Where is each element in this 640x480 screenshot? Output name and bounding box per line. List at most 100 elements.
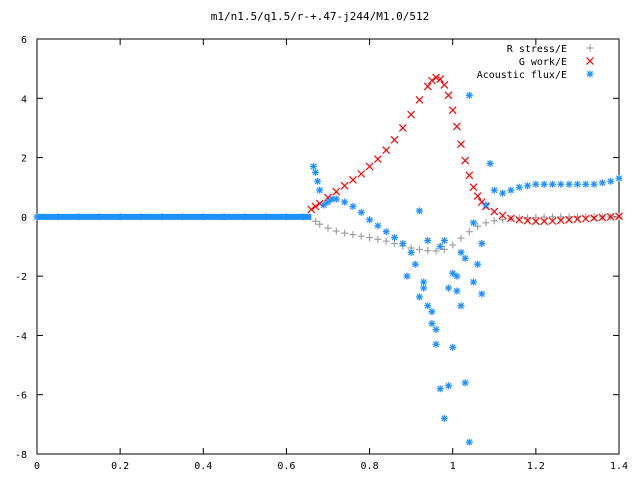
data-point	[341, 198, 349, 206]
data-point	[515, 183, 523, 191]
x-tick-label: 0	[34, 461, 40, 472]
y-tick-label: -8	[15, 450, 27, 461]
data-point	[315, 199, 324, 208]
y-tick-label: -4	[15, 331, 27, 342]
data-point	[179, 213, 186, 221]
data-point	[374, 222, 382, 230]
data-point	[423, 82, 432, 91]
data-point	[340, 181, 349, 190]
data-point	[299, 213, 307, 221]
data-point	[590, 213, 598, 221]
data-point	[415, 293, 423, 301]
data-point	[565, 180, 573, 188]
data-point	[490, 186, 498, 194]
data-point	[262, 213, 270, 221]
legend-label-r-stress: R stress/E	[507, 44, 567, 55]
data-point	[436, 243, 444, 250]
data-point	[424, 237, 432, 245]
data-point	[415, 95, 424, 104]
data-point	[420, 284, 428, 292]
data-point	[457, 234, 465, 242]
data-point	[382, 228, 390, 236]
data-point	[548, 217, 557, 225]
data-point	[399, 240, 407, 248]
data-point	[581, 214, 590, 223]
data-point	[349, 231, 357, 239]
data-point	[557, 213, 565, 221]
legend-label-acoustic-flux: Acoustic flux/E	[477, 70, 567, 81]
data-point	[241, 213, 249, 221]
data-point	[366, 234, 374, 242]
data-point	[316, 186, 324, 194]
x-tick-label: 1.2	[527, 461, 545, 472]
data-point	[116, 213, 124, 221]
data-point	[457, 248, 465, 256]
data-point	[382, 146, 391, 155]
data-point	[432, 326, 440, 333]
data-point	[415, 207, 423, 215]
x-tick-label: 1	[450, 461, 456, 472]
data-point	[432, 73, 441, 82]
data-point	[615, 174, 623, 182]
data-point	[498, 211, 507, 220]
data-point	[486, 160, 494, 167]
data-point	[199, 213, 207, 221]
data-point	[444, 91, 453, 100]
data-point	[332, 227, 340, 235]
data-point	[332, 195, 340, 203]
data-point	[324, 224, 332, 232]
data-point	[137, 213, 145, 221]
data-point	[478, 290, 486, 298]
data-point	[424, 247, 432, 255]
data-point	[312, 168, 320, 176]
series-1	[307, 73, 623, 226]
y-tick-label: -6	[15, 391, 27, 402]
x-tick-label: 1.4	[610, 461, 628, 472]
data-point	[465, 91, 473, 99]
data-point	[349, 175, 357, 184]
data-point	[440, 237, 448, 245]
data-point	[615, 212, 623, 221]
data-point	[324, 198, 332, 206]
data-point	[54, 213, 62, 221]
data-point	[499, 216, 507, 224]
data-point	[449, 241, 457, 249]
data-point	[282, 213, 290, 221]
data-point	[565, 215, 574, 224]
data-point	[424, 302, 432, 310]
data-point	[445, 284, 453, 292]
data-point	[158, 213, 166, 221]
data-point	[349, 202, 357, 210]
data-point	[436, 75, 445, 83]
data-point	[465, 171, 474, 180]
data-point	[598, 213, 607, 222]
x-tick-label: 0.8	[361, 461, 379, 472]
data-point	[557, 180, 565, 188]
plot-frame	[36, 38, 620, 455]
data-point	[473, 192, 482, 201]
data-point	[598, 179, 606, 187]
data-point	[33, 213, 41, 221]
data-point	[407, 110, 416, 119]
data-point	[457, 140, 465, 149]
data-point	[461, 254, 469, 262]
y-tick-label: 0	[21, 213, 27, 224]
data-point	[309, 162, 317, 170]
series-2	[33, 91, 623, 446]
data-point	[590, 180, 598, 188]
data-point	[357, 208, 365, 216]
data-point	[523, 216, 532, 225]
legend-label-g-work: G work/E	[519, 57, 567, 68]
data-point	[453, 272, 461, 280]
data-point	[548, 213, 556, 221]
data-point	[490, 207, 499, 216]
data-point	[457, 302, 465, 310]
data-point	[524, 182, 532, 190]
data-point	[332, 187, 341, 196]
data-point	[606, 212, 615, 221]
legend: R stress/E G work/E Acoustic flux/E	[477, 44, 594, 81]
data-point	[320, 201, 328, 209]
data-point	[432, 340, 440, 348]
data-point	[316, 220, 324, 228]
